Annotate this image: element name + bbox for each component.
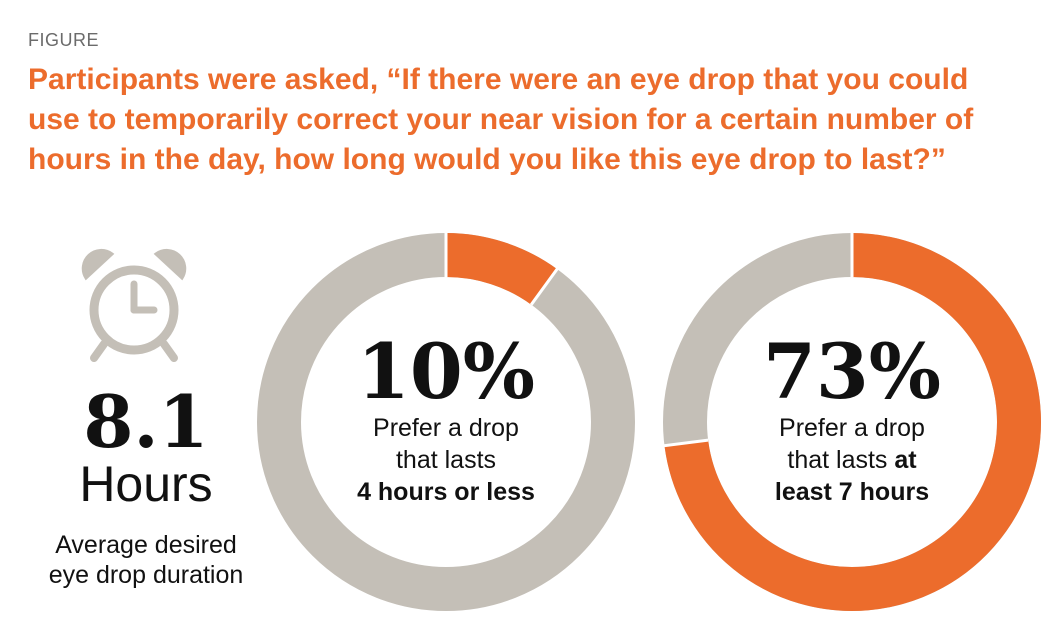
donut-2-svg — [662, 232, 1041, 611]
donut-chart-2: 73% Prefer a drop that lasts at least 7 … — [662, 232, 1042, 612]
donut-2-highlight-arc — [664, 233, 1041, 611]
average-caption: Average desired eye drop duration — [28, 530, 264, 590]
average-unit: Hours — [79, 456, 213, 512]
alarm-clock-icon — [81, 249, 187, 362]
donut-1-percent: 10% — [357, 327, 535, 416]
donut-2-line1: Prefer a drop — [779, 414, 925, 442]
average-value: 8.1 — [83, 379, 209, 464]
average-caption-line2: eye drop duration — [48, 561, 244, 589]
donut-1-divider-end — [530, 249, 572, 306]
donut-chart-1: 10% Prefer a drop that lasts 4 hours or … — [256, 232, 636, 612]
donut-2-line2-bold: at — [894, 446, 917, 474]
donut-1-line2: that lasts — [395, 446, 497, 474]
figure-title: Participants were asked, “If there were … — [28, 63, 974, 176]
donut-1-line3: 4 hours or less — [357, 478, 535, 506]
donut-2-percent: 73% — [763, 327, 941, 416]
donut-2-divider-end — [662, 438, 709, 448]
donut-2-line2-plain: that lasts — [787, 446, 895, 474]
donut-1-line1: Prefer a drop — [373, 414, 519, 442]
donut-1-highlight-arc — [445, 233, 558, 306]
donut-2-line2: that lasts at — [702, 444, 1002, 476]
donut-2-line3: least 7 hours — [774, 478, 930, 506]
donut-1-svg — [257, 232, 635, 611]
average-caption-line1: Average desired — [55, 531, 237, 559]
donut-1-description: Prefer a drop that lasts 4 hours or less — [296, 412, 596, 508]
figure-label: FIGURE — [28, 30, 100, 50]
donut-2-description: Prefer a drop that lasts at least 7 hour… — [702, 412, 1002, 508]
